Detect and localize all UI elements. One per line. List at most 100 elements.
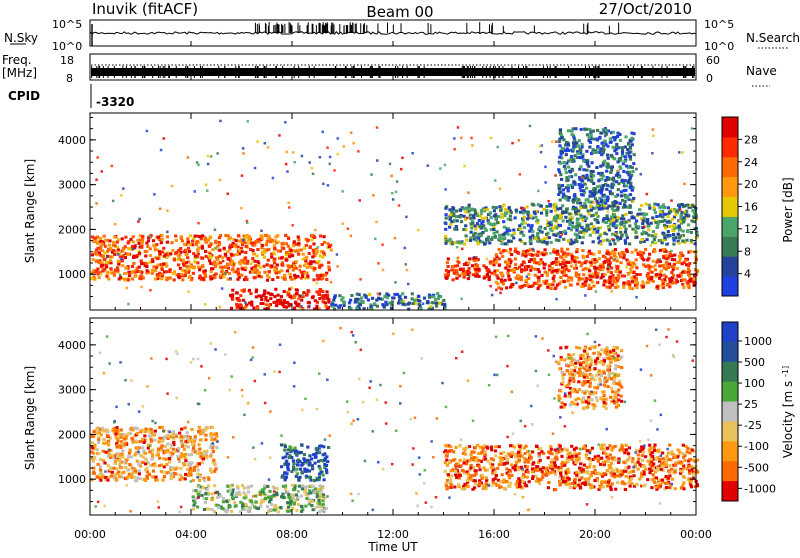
echo-cell — [194, 190, 197, 193]
echo-cell — [311, 234, 314, 237]
echo-cell — [622, 256, 625, 259]
echo-cell — [145, 262, 148, 265]
echo-cell — [523, 242, 526, 245]
echo-cell — [488, 278, 491, 281]
echo-cell — [317, 260, 320, 263]
echo-cell — [688, 286, 691, 289]
echo-cell — [315, 252, 318, 255]
echo-cell — [181, 269, 184, 272]
echo-cell — [512, 237, 515, 240]
echo-cell — [576, 221, 579, 224]
echo-cell — [161, 238, 164, 241]
echo-cell — [191, 443, 194, 446]
echo-cell — [152, 244, 155, 247]
echo-cell — [576, 218, 579, 221]
echo-cell — [455, 269, 458, 272]
echo-cell — [214, 265, 217, 268]
power-colorbar-tick-label: 16 — [744, 201, 758, 214]
echo-cell — [274, 504, 277, 507]
echo-cell — [590, 170, 593, 173]
echo-cell — [606, 154, 609, 157]
echo-cell — [625, 282, 628, 285]
echo-cell — [161, 268, 164, 271]
echo-cell — [506, 264, 509, 267]
echo-cell — [518, 266, 521, 269]
echo-cell — [581, 262, 584, 265]
echo-cell — [453, 228, 456, 231]
echo-cell — [564, 286, 567, 289]
echo-cell — [180, 477, 183, 480]
echo-cell — [502, 282, 505, 285]
echo-cell — [460, 241, 463, 244]
echo-cell — [150, 458, 153, 461]
echo-cell — [452, 207, 455, 210]
echo-cell — [506, 272, 509, 275]
echo-cell — [140, 262, 143, 265]
echo-cell — [505, 286, 508, 289]
echo-cell — [295, 494, 298, 497]
echo-cell — [614, 200, 617, 203]
echo-cell — [563, 165, 566, 168]
echo-cell — [202, 487, 205, 490]
echo-cell — [423, 297, 426, 300]
echo-cell — [293, 502, 296, 505]
echo-cell — [621, 179, 624, 182]
echo-cell — [394, 281, 397, 284]
echo-cell — [455, 210, 458, 213]
echo-cell — [157, 453, 160, 456]
echo-cell — [546, 286, 549, 289]
echo-cell — [567, 166, 570, 169]
echo-cell — [261, 244, 264, 247]
echo-cell — [271, 278, 274, 281]
echo-cell — [138, 472, 141, 475]
echo-cell — [114, 473, 117, 476]
echo-cell — [690, 239, 693, 242]
echo-cell — [252, 261, 255, 264]
echo-cell — [267, 496, 270, 499]
echo-cell — [150, 440, 153, 443]
echo-cell — [582, 189, 585, 192]
echo-cell — [174, 473, 177, 476]
echo-cell — [253, 244, 256, 247]
echo-cell — [629, 186, 632, 189]
echo-cell — [229, 244, 232, 247]
echo-cell — [166, 209, 169, 212]
echo-cell — [678, 206, 681, 209]
echo-cell — [669, 221, 672, 224]
echo-cell — [612, 183, 615, 186]
echo-cell — [615, 145, 618, 148]
echo-cell — [164, 458, 167, 461]
echo-cell — [272, 252, 275, 255]
echo-cell — [114, 223, 117, 226]
echo-cell — [631, 265, 634, 268]
echo-cell — [149, 254, 152, 257]
echo-cell — [104, 245, 107, 248]
echo-cell — [253, 276, 256, 279]
echo-cell — [148, 430, 151, 433]
echo-cell — [582, 273, 585, 276]
echo-cell — [509, 278, 512, 281]
echo-cell — [289, 249, 292, 252]
echo-cell — [245, 236, 248, 239]
echo-cell — [632, 162, 635, 165]
echo-cell — [318, 502, 321, 505]
echo-cell — [663, 219, 666, 222]
echo-cell — [241, 174, 244, 177]
echo-cell — [149, 289, 152, 292]
echo-cell — [432, 295, 435, 298]
echo-cell — [606, 199, 609, 202]
echo-cell — [528, 480, 531, 483]
echo-cell — [586, 198, 589, 201]
echo-cell — [609, 285, 612, 288]
echo-cell — [611, 155, 614, 158]
echo-cell — [570, 155, 573, 158]
echo-cell — [646, 259, 649, 262]
echo-cell — [573, 137, 576, 140]
echo-cell — [289, 273, 292, 276]
echo-cell — [119, 446, 122, 449]
echo-cell — [319, 235, 322, 238]
echo-cell — [322, 252, 325, 255]
echo-cell — [193, 501, 196, 504]
echo-cell — [536, 254, 539, 257]
echo-cell — [605, 143, 608, 146]
